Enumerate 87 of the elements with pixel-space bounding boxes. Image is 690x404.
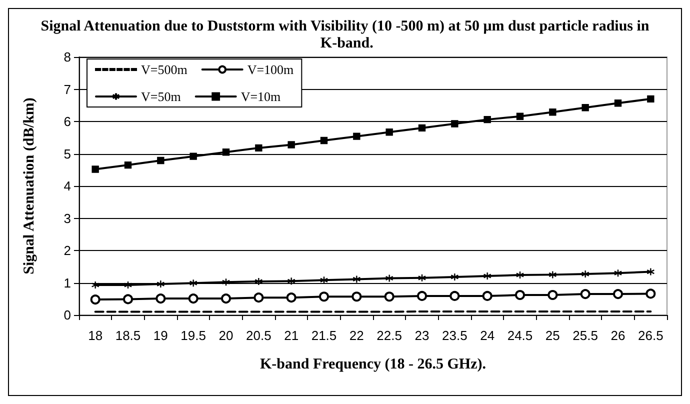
x-tick-label: 20	[218, 328, 234, 343]
point	[549, 108, 556, 116]
point	[156, 280, 165, 288]
x-tick-label: 22.5	[376, 328, 402, 343]
point	[581, 270, 590, 278]
x-tick-label: 25.5	[572, 328, 598, 343]
point	[222, 148, 230, 156]
point	[92, 166, 99, 173]
point	[188, 294, 198, 304]
point	[157, 156, 164, 164]
point	[580, 289, 590, 300]
point	[352, 292, 362, 302]
chart-title: Signal Attenuation due to Duststorm with Visibility (10 -500 m) at 50 μm dust particle radius in K-band.	[40, 18, 650, 52]
point	[548, 290, 558, 300]
legend-label: V=50m	[141, 89, 181, 104]
point	[286, 292, 296, 303]
point	[385, 274, 394, 282]
point	[384, 292, 394, 302]
x-tick-label: 23.5	[442, 328, 468, 343]
y-tick-label: 4	[64, 178, 71, 194]
point	[352, 275, 361, 284]
point	[516, 270, 524, 280]
y-axis-title: Signal Attenuation (dB/km)	[22, 98, 38, 274]
legend-label: V=500m	[141, 62, 188, 77]
point	[91, 280, 100, 290]
y-tick-label: 5	[64, 146, 71, 162]
y-tick-label: 6	[64, 114, 71, 129]
x-tick-label: 22	[349, 328, 364, 343]
point	[319, 292, 329, 302]
y-tick-label: 1	[64, 275, 71, 290]
x-tick-label: 19	[153, 328, 168, 343]
point	[254, 277, 263, 286]
point	[614, 268, 622, 278]
x-tick-label: 18	[88, 328, 103, 343]
x-tick-label: 18.5	[115, 328, 141, 343]
point	[221, 294, 231, 304]
point	[418, 274, 426, 282]
x-tick-label: 24.5	[507, 328, 533, 343]
y-tick-label: 3	[64, 210, 71, 226]
point	[124, 161, 132, 169]
point	[516, 112, 524, 120]
point	[156, 294, 166, 304]
x-tick-label: 24	[480, 328, 495, 343]
point	[484, 116, 491, 124]
point	[123, 294, 133, 304]
point	[190, 152, 197, 160]
point	[124, 280, 132, 290]
point	[646, 268, 655, 276]
x-tick-label: 19.5	[180, 328, 206, 343]
point	[386, 128, 393, 136]
point	[450, 290, 460, 301]
point	[482, 290, 492, 301]
point	[222, 278, 230, 286]
point	[320, 136, 328, 144]
point	[189, 278, 198, 288]
x-tick-label: 21.5	[311, 328, 337, 343]
point	[647, 95, 654, 103]
point	[418, 124, 426, 132]
point	[450, 272, 459, 282]
x-tick-label: 23	[414, 328, 430, 343]
y-tick-label: 0	[64, 308, 71, 322]
point	[483, 272, 492, 280]
x-tick-label: 21	[284, 328, 299, 343]
point	[288, 141, 295, 148]
point	[646, 288, 656, 299]
point	[515, 290, 525, 300]
y-tick-label: 2	[64, 243, 71, 258]
point	[548, 270, 557, 279]
x-tick-label: 25	[545, 328, 560, 343]
point	[614, 100, 622, 107]
y-tick-label: 8	[64, 50, 71, 64]
x-tick-label: 26	[610, 328, 626, 343]
point	[90, 294, 100, 305]
legend-label: V=10m	[240, 89, 281, 104]
point	[255, 144, 262, 152]
x-tick-label: 26.5	[638, 328, 664, 343]
point	[254, 292, 264, 303]
point	[613, 289, 623, 300]
point	[451, 120, 458, 128]
x-tick-label: 20.5	[246, 328, 272, 343]
y-tick-label: 7	[64, 82, 71, 97]
point	[417, 290, 427, 301]
point	[582, 104, 589, 112]
point	[287, 277, 296, 286]
x-axis-title: K-band Frequency (18 - 26.5 GHz).	[260, 356, 486, 372]
point	[353, 132, 360, 140]
legend-label: V=100m	[247, 62, 294, 77]
